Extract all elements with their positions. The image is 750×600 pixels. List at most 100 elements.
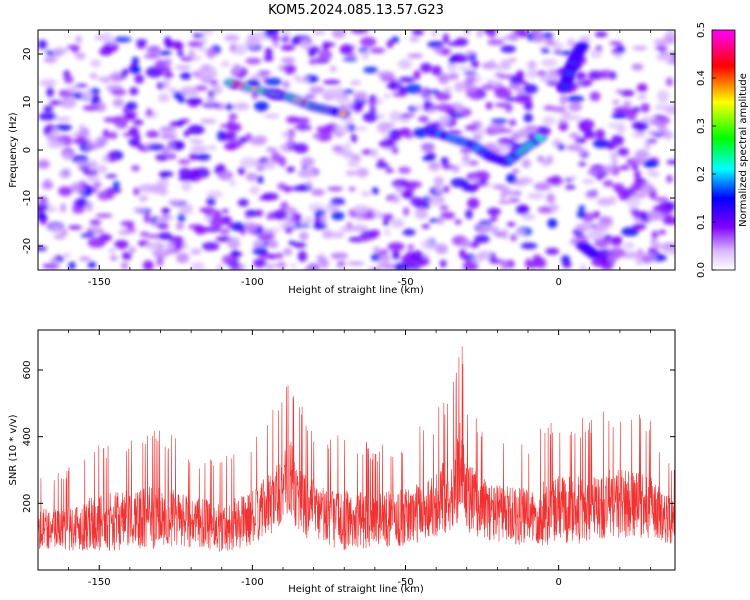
heatmap-feature-core	[338, 111, 347, 117]
heatmap-cell	[462, 261, 479, 270]
heatmap-cell	[664, 104, 675, 115]
heatmap-cell	[568, 102, 582, 112]
heatmap-cell	[86, 159, 99, 171]
heatmap-cell	[631, 121, 649, 131]
heatmap-feature	[557, 42, 590, 92]
heatmap-cell	[290, 263, 297, 269]
heatmap-cell	[451, 168, 460, 174]
heatmap-cell	[421, 224, 431, 229]
heatmap-cell	[206, 197, 216, 206]
heatmap-cell	[442, 33, 450, 44]
heatmap-cell	[60, 203, 67, 213]
heatmap-cell	[377, 113, 385, 119]
colorbar-gradient	[711, 29, 736, 271]
heatmap-cell	[272, 41, 280, 48]
heatmap-cell	[657, 123, 667, 134]
heatmap-cell	[200, 38, 208, 44]
heatmap-cell	[478, 179, 488, 187]
heatmap-cell	[253, 258, 267, 268]
heatmap-cell	[386, 39, 394, 49]
heatmap-cell	[578, 205, 586, 211]
heatmap-cell	[517, 177, 534, 185]
heatmap-cell	[360, 36, 377, 47]
heatmap-cell	[237, 166, 246, 176]
heatmap-cell	[112, 180, 120, 191]
heatmap-cell	[514, 229, 526, 235]
heatmap-cell	[135, 39, 148, 44]
colorbar-tick-label: 0.2	[696, 166, 707, 182]
heatmap-cell	[207, 90, 215, 99]
heatmap-cell	[560, 50, 572, 56]
heatmap-cell	[387, 83, 402, 88]
heatmap-cell	[195, 153, 211, 161]
heatmap-feature-core	[590, 252, 599, 258]
heatmap-cell	[431, 65, 442, 77]
heatmap-cell	[183, 130, 190, 138]
heatmap-cell	[346, 261, 365, 266]
heatmap-cell	[522, 84, 538, 94]
heatmap-cell	[601, 165, 616, 174]
heatmap-cell	[110, 88, 127, 96]
heatmap-cell	[132, 119, 144, 126]
heatmap-cell	[321, 213, 328, 224]
heatmap-cell	[294, 117, 310, 125]
heatmap-cell	[95, 213, 113, 218]
heatmap-cell	[92, 225, 100, 235]
heatmap-cell	[411, 30, 424, 36]
heatmap-cell	[138, 195, 148, 202]
y-tick-label: 20	[22, 48, 33, 61]
heatmap-cell	[414, 208, 429, 220]
heatmap-cell	[391, 147, 399, 154]
heatmap-cell	[187, 40, 204, 48]
heatmap-cell	[626, 110, 637, 121]
heatmap-cell	[229, 236, 241, 246]
heatmap-cell	[630, 192, 648, 199]
heatmap-cell	[369, 47, 386, 54]
heatmap-cell	[198, 47, 207, 52]
heatmap-cell	[155, 153, 169, 162]
heatmap-cell	[38, 39, 47, 50]
heatmap-cell	[263, 56, 274, 62]
heatmap-cell	[38, 112, 57, 121]
heatmap-cell	[265, 147, 278, 153]
heatmap-cell	[636, 83, 648, 93]
heatmap-cell	[314, 30, 326, 35]
heatmap-cell	[43, 125, 51, 136]
heatmap-cell	[143, 54, 160, 59]
heatmap-cell	[158, 188, 169, 196]
heatmap-cell	[546, 193, 556, 204]
y-tick-label: -20	[22, 238, 33, 254]
heatmap-cell	[579, 35, 591, 43]
heatmap-cell	[564, 115, 582, 121]
heatmap-cell	[221, 254, 239, 265]
heatmap-cell	[232, 44, 247, 55]
heatmap-cell	[283, 185, 293, 193]
heatmap-cell	[331, 211, 345, 221]
heatmap-cell	[322, 79, 341, 85]
heatmap-cell	[128, 126, 139, 136]
heatmap-cell	[85, 142, 101, 150]
heatmap-cell	[93, 182, 102, 188]
heatmap-cell	[308, 86, 325, 94]
heatmap-cell	[206, 96, 216, 105]
heatmap-cell	[245, 209, 259, 218]
heatmap-cell	[124, 112, 136, 121]
heatmap-cell	[79, 256, 91, 261]
heatmap-cell	[264, 263, 281, 268]
heatmap-cell	[353, 204, 370, 215]
heatmap-cell	[598, 216, 613, 225]
heatmap-cell	[46, 141, 65, 149]
heatmap-cell	[388, 129, 402, 140]
heatmap-cell	[439, 259, 447, 268]
heatmap-cell	[400, 189, 413, 199]
heatmap-cell	[228, 113, 238, 121]
snr-frame	[37, 329, 676, 571]
heatmap-cell	[428, 218, 440, 223]
heatmap-cell	[478, 224, 495, 231]
heatmap-cell	[350, 104, 363, 110]
heatmap-cell	[256, 175, 264, 184]
heatmap-cell	[133, 187, 140, 196]
heatmap-cell	[180, 56, 193, 62]
heatmap-cell	[653, 38, 670, 46]
